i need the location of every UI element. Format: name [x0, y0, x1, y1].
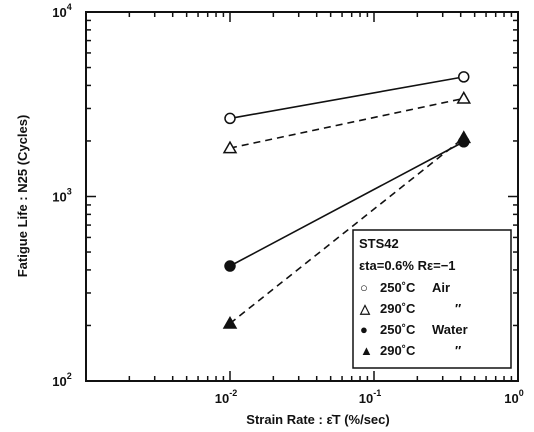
legend-box	[352, 229, 512, 369]
legend: STS42 εta=0.6% Rε=−1 ○ 250˚C Air △ 290˚C ″ ● 25…	[352, 229, 512, 369]
axis-ticks	[86, 12, 518, 381]
series-line-filled-triangle	[229, 137, 465, 325]
data-point-open-circle	[224, 112, 236, 125]
legend-environment: ″	[455, 301, 461, 316]
legend-marker: ▲	[360, 343, 373, 358]
legend-temperature: 290˚C	[380, 301, 416, 316]
x-tick-label: 10-2	[215, 388, 237, 406]
y-tick-label: 103	[52, 187, 71, 205]
data-point-open-triangle	[222, 140, 238, 154]
legend-entries: ○ 250˚C Air △ 290˚C ″ ● 250˚C Water ▲ 290˚C ″	[359, 280, 468, 358]
data-point-open-triangle	[456, 90, 472, 104]
legend-environment: ″	[455, 343, 461, 358]
legend-environment: Water	[432, 322, 468, 337]
series-line-open-triangle	[229, 97, 464, 149]
legend-marker: △	[359, 301, 371, 316]
y-tick-label: 104	[52, 2, 71, 20]
legend-condition: εta=0.6% Rε=−1	[359, 258, 456, 273]
x-tick-label: 100	[504, 388, 523, 406]
tick-labels: 10-2 10-1 100 102 103 104	[52, 2, 523, 406]
data-point-filled-triangle	[456, 130, 472, 144]
series-lines	[229, 76, 465, 325]
legend-title: STS42	[359, 236, 399, 251]
data-point-filled-triangle	[222, 315, 238, 329]
legend-temperature: 250˚C	[380, 280, 416, 295]
data-point-filled-circle	[224, 260, 236, 272]
x-axis-title: Strain Rate : ε̇T (%/sec)	[246, 412, 389, 427]
y-tick-label: 102	[52, 371, 71, 389]
legend-environment: Air	[432, 280, 450, 295]
y-axis-title: Fatigue Life : N25 (Cycles)	[15, 115, 30, 278]
legend-marker: ○	[360, 280, 368, 295]
series-markers	[222, 71, 472, 329]
series-line-open-circle	[229, 76, 464, 120]
legend-temperature: 250˚C	[380, 322, 416, 337]
x-tick-label: 10-1	[359, 388, 381, 406]
data-point-open-circle	[457, 71, 470, 83]
legend-marker: ●	[360, 322, 368, 337]
series-line-filled-circle	[229, 141, 465, 267]
legend-temperature: 290˚C	[380, 343, 416, 358]
